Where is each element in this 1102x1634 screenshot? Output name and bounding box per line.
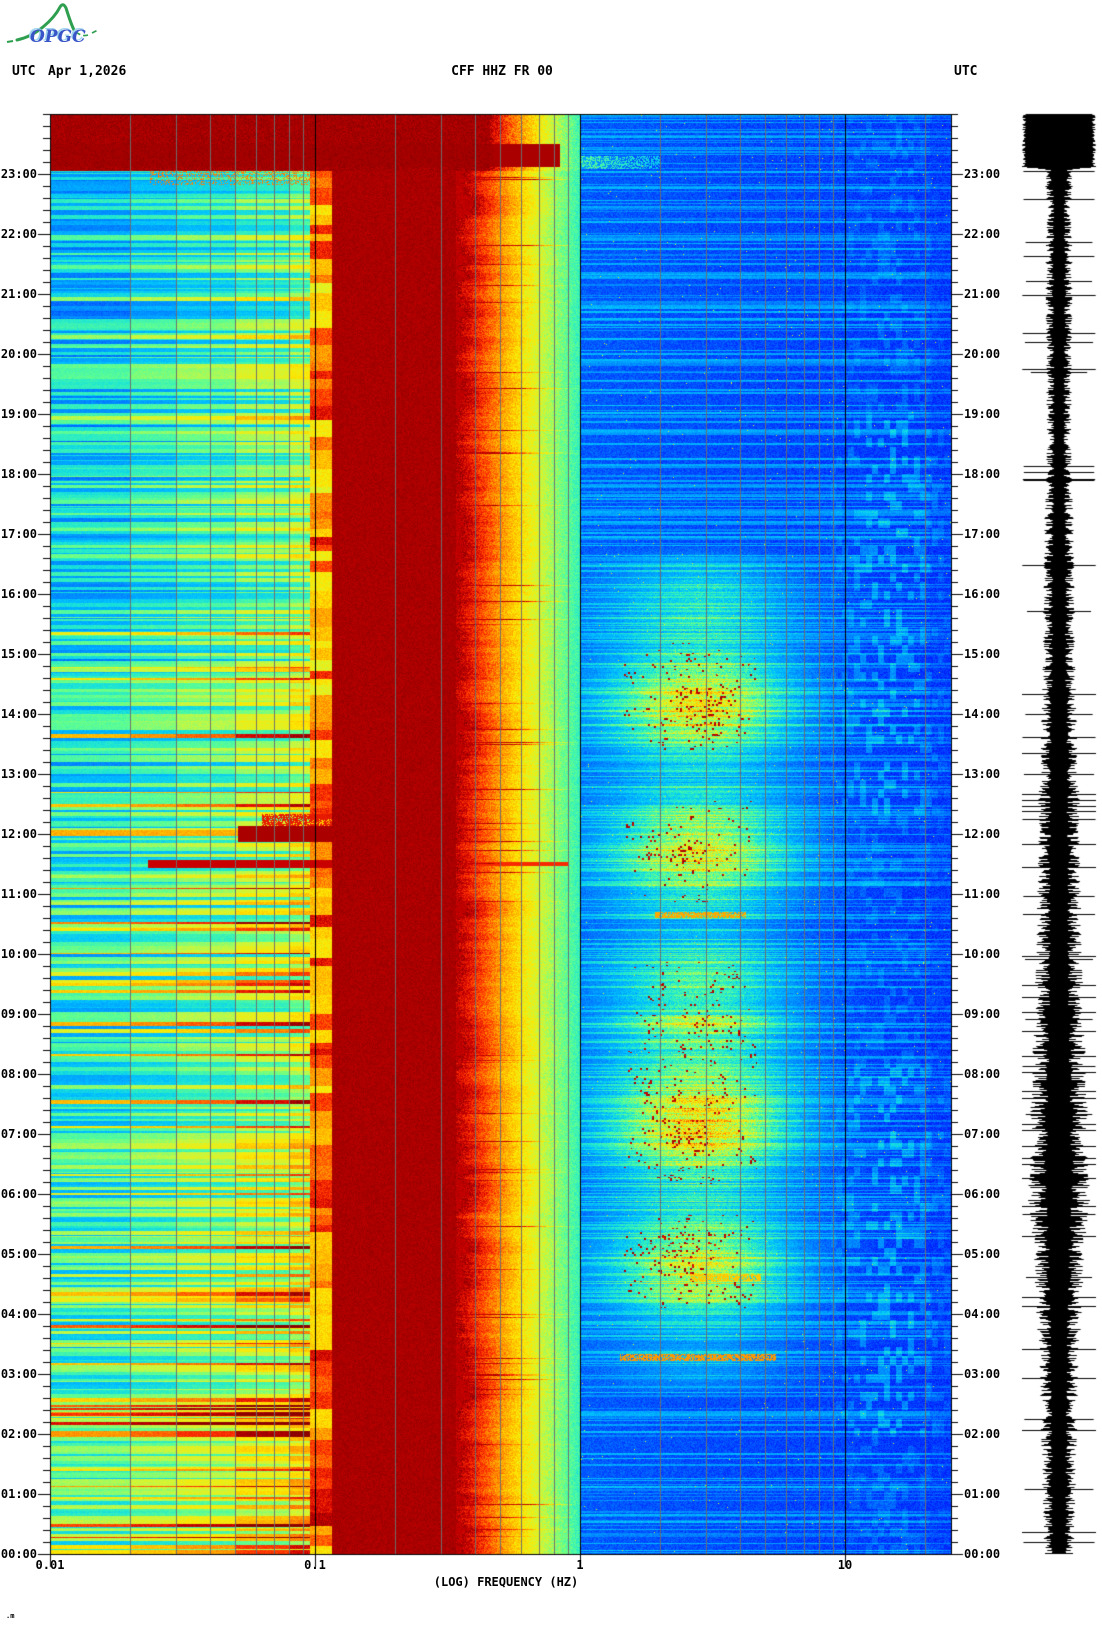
time-label-right: 17:00 (964, 527, 1001, 541)
time-label-left: 02:00 (0, 1427, 37, 1441)
time-label-right: 10:00 (964, 947, 1001, 961)
time-label-left: 19:00 (0, 407, 37, 421)
time-label-right: 09:00 (964, 1007, 1001, 1021)
time-label-left: 16:00 (0, 587, 37, 601)
time-label-right: 11:00 (964, 887, 1001, 901)
freq-tick-label: 1 (576, 1558, 584, 1572)
time-label-left: 12:00 (0, 827, 37, 841)
freq-axis-title: (LOG) FREQUENCY (HZ) (433, 1575, 579, 1589)
time-label-left: 08:00 (0, 1067, 37, 1081)
freq-tick-label: 10 (837, 1558, 853, 1572)
time-label-left: 07:00 (0, 1127, 37, 1141)
time-label-left: 00:00 (0, 1547, 37, 1561)
time-label-right: 12:00 (964, 827, 1001, 841)
freq-tick-label: 0.01 (35, 1558, 65, 1572)
time-label-left: 04:00 (0, 1307, 37, 1321)
time-label-left: 05:00 (0, 1247, 37, 1261)
freq-tick-label: 0.1 (304, 1558, 326, 1572)
time-label-left: 09:00 (0, 1007, 37, 1021)
time-label-right: 14:00 (964, 707, 1001, 721)
corner-mark: .m (6, 1612, 15, 1620)
time-label-left: 20:00 (0, 347, 37, 361)
time-label-left: 14:00 (0, 707, 37, 721)
time-label-right: 23:00 (964, 167, 1001, 181)
time-label-right: 19:00 (964, 407, 1001, 421)
time-label-right: 03:00 (964, 1367, 1001, 1381)
time-label-right: 05:00 (964, 1247, 1001, 1261)
time-label-right: 00:00 (964, 1547, 1001, 1561)
time-label-left: 18:00 (0, 467, 37, 481)
time-label-right: 01:00 (964, 1487, 1001, 1501)
time-label-left: 06:00 (0, 1187, 37, 1201)
time-label-left: 22:00 (0, 227, 37, 241)
time-label-left: 03:00 (0, 1367, 37, 1381)
time-label-left: 11:00 (0, 887, 37, 901)
time-label-left: 15:00 (0, 647, 37, 661)
time-label-right: 22:00 (964, 227, 1001, 241)
time-label-right: 07:00 (964, 1127, 1001, 1141)
time-label-right: 20:00 (964, 347, 1001, 361)
time-label-left: 13:00 (0, 767, 37, 781)
time-label-left: 21:00 (0, 287, 37, 301)
time-label-right: 18:00 (964, 467, 1001, 481)
time-label-right: 15:00 (964, 647, 1001, 661)
time-label-left: 17:00 (0, 527, 37, 541)
time-label-left: 10:00 (0, 947, 37, 961)
time-label-left: 23:00 (0, 167, 37, 181)
time-label-right: 16:00 (964, 587, 1001, 601)
time-label-left: 01:00 (0, 1487, 37, 1501)
time-label-right: 04:00 (964, 1307, 1001, 1321)
time-label-right: 21:00 (964, 287, 1001, 301)
time-label-right: 13:00 (964, 767, 1001, 781)
time-label-right: 06:00 (964, 1187, 1001, 1201)
time-label-right: 08:00 (964, 1067, 1001, 1081)
time-label-right: 02:00 (964, 1427, 1001, 1441)
